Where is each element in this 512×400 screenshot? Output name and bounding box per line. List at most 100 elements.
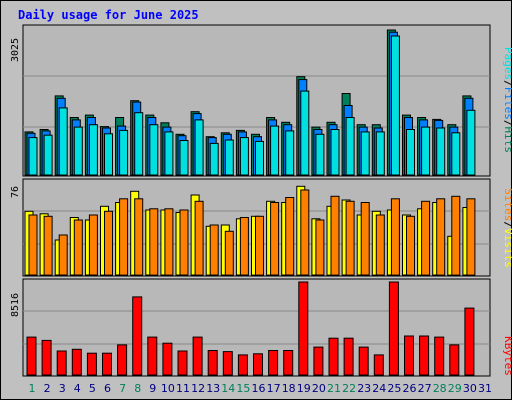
sites-bar: [390, 198, 400, 276]
pages-bar: [239, 137, 249, 176]
kbytes-bar: [434, 336, 445, 376]
day-label: 30: [463, 382, 477, 395]
kbytes-bar: [132, 296, 143, 376]
day-label: 15: [236, 382, 250, 395]
sites-bar: [209, 224, 219, 276]
sites-bar: [73, 219, 83, 276]
chart-title: Daily usage for June 2025: [18, 8, 199, 22]
day-label: 23: [357, 382, 371, 395]
kbytes-bar: [343, 337, 354, 376]
pages-bar: [164, 131, 174, 176]
kbytes-bar: [207, 350, 218, 376]
day-label: 17: [267, 382, 281, 395]
day-label: 25: [387, 382, 401, 395]
sites-bar: [436, 198, 446, 276]
day-label: 27: [418, 382, 432, 395]
day-label: 1: [29, 382, 36, 395]
sites-bar: [375, 214, 385, 276]
pages-bar: [119, 129, 129, 176]
sites-bar: [58, 234, 68, 276]
day-label: 2: [44, 382, 51, 395]
kbytes-bar: [404, 335, 414, 376]
pages-bar: [451, 132, 461, 176]
svg-text:Sites/Visits: Sites/Visits: [502, 188, 512, 268]
sites-bar: [360, 202, 370, 276]
day-label: 3: [59, 382, 66, 395]
pages-bar: [315, 133, 325, 176]
sites-bar: [134, 198, 144, 276]
kbytes-bar: [449, 344, 460, 376]
pages-bar: [104, 133, 113, 176]
sites-bar: [451, 195, 461, 276]
sites-bar: [28, 214, 38, 276]
hits-bars-group: [24, 29, 476, 176]
pages-bar: [360, 131, 370, 176]
kbytes-bar: [41, 339, 52, 376]
pages-bar: [58, 107, 68, 176]
svg-text:Pages/Files/Hits: Pages/Files/Hits: [502, 47, 512, 153]
day-label: 10: [161, 382, 175, 395]
pages-bar: [270, 125, 280, 176]
kbytes-bar: [419, 335, 430, 376]
sites-bar: [239, 217, 249, 276]
day-label: 31: [478, 382, 492, 395]
day-labels-group: 1 2 3 4 5 6 7 8 9 10 11 12 13 14 15 16 17 18 19 20 21 22 23 24 2…: [29, 382, 493, 395]
sites-bar: [285, 197, 295, 276]
pages-bar: [375, 131, 385, 176]
kbytes-bar: [298, 281, 309, 376]
pages-bar: [43, 134, 53, 176]
sites-bar: [466, 198, 476, 276]
sites-bar: [149, 208, 159, 276]
pages-bar: [28, 137, 38, 176]
sites-bar: [224, 230, 234, 276]
kbytes-bar: [237, 354, 248, 376]
legend-visits: Visits: [502, 228, 512, 268]
visits-ymax-label: 76: [10, 186, 21, 198]
kbytes-bar: [328, 337, 339, 376]
hits-legend: Pages/Files/Hits: [502, 47, 512, 153]
kbytes-ymax-label: 8516: [10, 293, 21, 317]
pages-bar: [390, 35, 400, 176]
sites-bar: [104, 210, 113, 276]
sites-bar: [345, 200, 355, 276]
kbytes-bar: [313, 346, 324, 376]
legend-files: Files: [502, 87, 512, 120]
sites-bar: [43, 215, 53, 276]
pages-bar: [179, 140, 189, 176]
sites-bar: [194, 200, 204, 276]
sites-bar: [88, 214, 98, 276]
kbytes-legend: KBytes: [502, 336, 512, 376]
pages-bar: [209, 142, 219, 176]
kbytes-bar: [177, 350, 188, 376]
svg-text:KBytes: KBytes: [502, 336, 512, 376]
day-label: 13: [206, 382, 220, 395]
pages-bar: [436, 127, 446, 176]
sites-bar: [330, 195, 340, 276]
day-label: 29: [448, 382, 462, 395]
sites-bar: [421, 200, 431, 276]
pages-bar: [194, 119, 204, 176]
sites-bar: [300, 189, 310, 276]
pages-bar: [285, 130, 295, 176]
kbytes-bar: [147, 336, 158, 376]
day-label: 8: [134, 382, 141, 395]
pages-bar: [330, 129, 340, 176]
kbytes-bar: [253, 353, 263, 376]
legend-hits: Hits: [502, 127, 512, 154]
kbytes-bar: [26, 336, 37, 376]
hits-ymax-label: 3025: [10, 38, 21, 62]
day-label: 28: [433, 382, 447, 395]
pages-bar: [466, 109, 476, 176]
pages-bar: [300, 90, 310, 176]
pages-bar: [73, 126, 83, 176]
kbytes-bar: [86, 352, 97, 376]
day-label: 9: [149, 382, 156, 395]
kbytes-bar: [192, 336, 203, 376]
kbytes-bar: [222, 351, 233, 376]
day-label: 4: [74, 382, 81, 395]
legend-kbytes: KBytes: [502, 336, 512, 376]
pages-bar: [421, 126, 431, 176]
kbytes-bar: [388, 281, 399, 376]
sites-bar: [406, 215, 415, 276]
